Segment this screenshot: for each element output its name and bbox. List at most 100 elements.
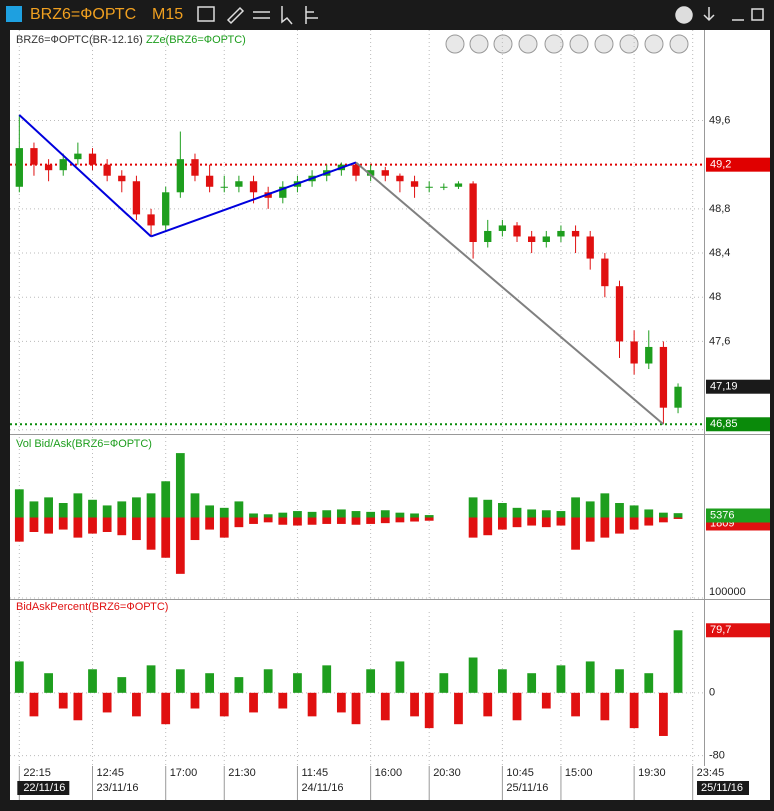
nav-button[interactable] — [445, 34, 465, 54]
cursor-tool[interactable] — [281, 6, 293, 25]
toolbar[interactable] — [197, 6, 764, 25]
percent-bar — [512, 692, 522, 721]
download-button[interactable] — [703, 7, 715, 22]
value-tag-label: 5376 — [710, 509, 734, 521]
cursor-date: 25/11/16 — [701, 782, 743, 794]
volume-bar — [263, 517, 273, 523]
volume-bar — [410, 517, 419, 522]
volume-bar — [102, 517, 112, 532]
volume-bar — [117, 517, 127, 536]
symbol: BRZ6=ФОРТС — [30, 6, 136, 23]
nav-button[interactable] — [619, 34, 639, 54]
volume-bar — [175, 517, 185, 574]
volume-bar — [468, 497, 478, 518]
date-label: 23/11/16 — [97, 782, 139, 794]
volume-bar — [73, 493, 83, 518]
volume-bar — [293, 511, 302, 518]
percent-bar — [410, 692, 419, 717]
candle-body — [601, 258, 609, 287]
percent-bar — [468, 657, 478, 693]
x-tick-label: 15:00 — [565, 767, 593, 779]
volume-bar — [14, 489, 24, 518]
percent-bar — [219, 692, 229, 717]
candle-body — [205, 175, 214, 187]
layout-tool[interactable] — [305, 6, 318, 24]
volume-bar — [29, 517, 39, 532]
candle-body — [425, 186, 433, 188]
percent-bar — [234, 677, 244, 693]
volume-bar — [73, 517, 83, 538]
date-label: 22/11/16 — [23, 782, 65, 794]
percent-bar — [190, 692, 200, 709]
candle-body — [366, 170, 375, 176]
volume-bar — [132, 517, 141, 541]
volume-bar — [205, 517, 215, 530]
window-icon — [6, 6, 22, 22]
candle-body — [279, 186, 287, 198]
percent-bar — [146, 665, 156, 693]
volume-bar — [600, 493, 610, 518]
volume-bar — [175, 453, 185, 518]
percent-bar — [497, 669, 507, 693]
draw-tool[interactable] — [226, 6, 245, 25]
nav-button[interactable] — [594, 34, 614, 54]
percent-bar — [161, 692, 171, 725]
indicator-tool[interactable] — [253, 11, 270, 19]
candle-body — [162, 192, 170, 226]
nav-button[interactable] — [644, 34, 664, 54]
nav-button[interactable] — [469, 34, 489, 54]
volume-bar — [585, 517, 595, 542]
nav-button[interactable] — [544, 34, 564, 54]
candle-body — [630, 341, 638, 364]
nav-button[interactable] — [518, 34, 538, 54]
volume-bar — [263, 514, 273, 518]
percent-bar — [132, 692, 141, 717]
candle-body — [30, 148, 38, 165]
volume-bar — [629, 505, 639, 518]
percent-bar — [673, 630, 683, 693]
volume-bar — [527, 509, 537, 518]
percent-bar — [293, 673, 302, 693]
maximize-button[interactable] — [751, 8, 764, 21]
candle-body — [147, 214, 155, 226]
volume-bar — [483, 517, 493, 536]
volume-bar — [556, 517, 566, 526]
dollar-button[interactable] — [675, 6, 693, 24]
candle-body — [249, 181, 258, 193]
volume-bar — [234, 501, 244, 518]
volume-bar — [351, 517, 361, 525]
volume-bar — [556, 511, 566, 518]
volume-bar — [380, 517, 390, 524]
candle-body — [44, 164, 53, 171]
volume-bar — [29, 501, 39, 518]
volume-bar — [249, 513, 258, 518]
percent-bar — [615, 669, 624, 693]
volume-bar — [585, 501, 595, 518]
nav-button[interactable] — [493, 34, 513, 54]
nav-button[interactable] — [669, 34, 689, 54]
percent-bar — [44, 673, 53, 693]
y-tick-label: 100000 — [709, 586, 746, 598]
percent-bar — [483, 692, 493, 717]
x-tick-label: 11:45 — [301, 767, 328, 779]
volume-bar — [541, 510, 551, 518]
volume-bar — [102, 505, 112, 518]
percent-bar — [205, 673, 215, 693]
candle-body — [659, 346, 668, 408]
percent-bar — [454, 692, 463, 725]
x-tick-label: 10:45 — [506, 767, 534, 779]
volume-bar — [161, 517, 171, 558]
x-tick-label: 12:45 — [97, 767, 125, 779]
volume-bar — [644, 509, 654, 518]
volume-bar — [571, 497, 580, 518]
navigation-buttons[interactable] — [445, 34, 689, 54]
candle-body — [410, 181, 419, 187]
volume-bar — [527, 517, 537, 526]
volume-bar — [161, 481, 171, 518]
nav-button[interactable] — [569, 34, 589, 54]
candle-tool[interactable] — [197, 6, 215, 22]
percent-bar — [585, 661, 595, 693]
date-box — [17, 781, 70, 795]
volume-bar — [673, 517, 683, 519]
x-tick-label: 22:15 — [23, 767, 51, 779]
